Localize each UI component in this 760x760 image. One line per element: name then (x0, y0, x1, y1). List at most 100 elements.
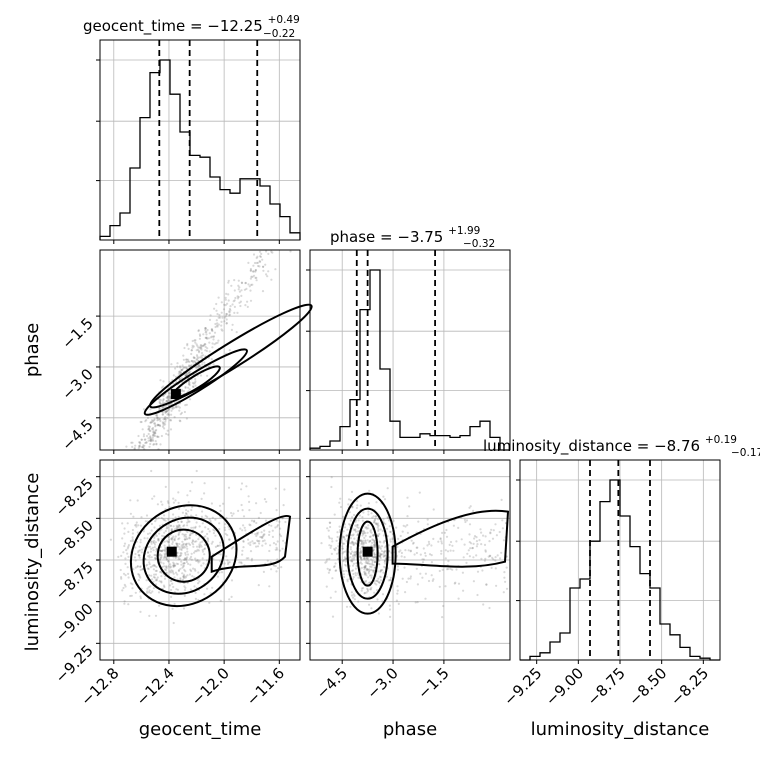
sample-point (342, 515, 345, 519)
sample-point (498, 530, 501, 534)
sample-point (220, 301, 223, 304)
sample-point (388, 519, 391, 522)
sample-point (446, 568, 449, 571)
sample-point (214, 518, 217, 521)
sample-point (276, 540, 279, 543)
sample-point (179, 413, 182, 416)
sample-point (480, 543, 483, 546)
sample-point (183, 562, 186, 565)
sample-point (179, 526, 182, 530)
scatter-phase-vs-luminosity-distance: −4.5 −3.0 −1.5 (306, 459, 511, 703)
sample-point (325, 560, 328, 563)
sample-point (178, 524, 181, 527)
sample-point (328, 569, 331, 572)
sample-point (182, 546, 185, 550)
sample-point (262, 269, 265, 272)
sample-point (182, 542, 185, 546)
sample-point (372, 556, 375, 559)
xlabel-geocent-time: geocent_time (139, 719, 262, 740)
sample-point (233, 279, 236, 282)
sample-point (377, 528, 380, 531)
sample-point (259, 260, 262, 263)
panel-frame (99, 459, 301, 661)
sample-point (375, 501, 378, 504)
sample-point (479, 528, 482, 531)
sample-point (362, 587, 365, 590)
sample-point (142, 446, 145, 449)
sample-point (476, 593, 479, 597)
sample-point (278, 533, 282, 536)
sample-point (363, 571, 366, 574)
sample-point (155, 417, 158, 420)
sample-point (353, 551, 356, 554)
sample-point (122, 551, 125, 554)
sample-point (197, 329, 200, 333)
sample-point (220, 320, 223, 323)
sample-point (367, 513, 370, 516)
sample-point (341, 535, 345, 538)
sample-point (252, 264, 255, 267)
sample-point (166, 500, 169, 503)
sample-point (247, 261, 250, 264)
sample-point (138, 556, 141, 559)
sample-point (482, 534, 485, 537)
sample-point (356, 523, 359, 527)
sample-point (160, 434, 163, 438)
sample-point (324, 561, 327, 564)
sample-point (348, 523, 351, 526)
sample-point (364, 526, 367, 529)
sample-point (265, 500, 268, 503)
sample-point (238, 286, 241, 289)
sample-point (182, 565, 185, 568)
sample-point (220, 324, 223, 327)
sample-point (175, 406, 178, 409)
sample-point (144, 558, 147, 561)
x-tick-label: −9.25 (500, 664, 545, 709)
sample-point (176, 525, 179, 528)
sample-point (173, 564, 176, 567)
sample-point (359, 556, 362, 559)
sample-point (165, 432, 168, 435)
sample-point (362, 557, 365, 560)
sample-point (188, 536, 191, 539)
sample-point (150, 469, 153, 473)
sample-point (373, 553, 376, 557)
sample-point (215, 342, 218, 345)
sample-point (150, 547, 153, 551)
sample-point (150, 556, 153, 559)
sample-point (343, 542, 346, 545)
sample-point (168, 505, 171, 509)
sample-point (352, 562, 355, 565)
sample-point (165, 400, 168, 403)
sample-point (152, 443, 155, 446)
sample-point (363, 558, 366, 561)
sample-point (259, 255, 262, 258)
sample-point (136, 531, 139, 534)
sample-point (149, 591, 152, 595)
sample-point (161, 425, 164, 428)
sample-point (382, 541, 385, 544)
sample-point (385, 575, 388, 578)
sample-point (183, 557, 187, 560)
sample-point (160, 561, 163, 564)
sample-point (224, 532, 227, 536)
sample-point (341, 552, 344, 555)
sample-point (184, 576, 187, 579)
sample-point (129, 499, 132, 502)
sample-point (174, 556, 178, 559)
sample-point (370, 565, 373, 569)
sample-point (263, 533, 266, 536)
sample-point (146, 416, 149, 420)
sample-point (502, 539, 505, 542)
sample-point (236, 311, 239, 314)
density-contour (129, 504, 238, 608)
sample-point (156, 576, 159, 579)
sample-point (415, 551, 418, 555)
sample-point (345, 605, 349, 608)
sample-point (180, 368, 183, 372)
sample-point (185, 403, 188, 406)
sample-point (276, 558, 279, 561)
sample-point (225, 313, 228, 316)
sample-point (483, 559, 486, 562)
title-luminosity-distance-minus: −0.17 (731, 447, 760, 459)
